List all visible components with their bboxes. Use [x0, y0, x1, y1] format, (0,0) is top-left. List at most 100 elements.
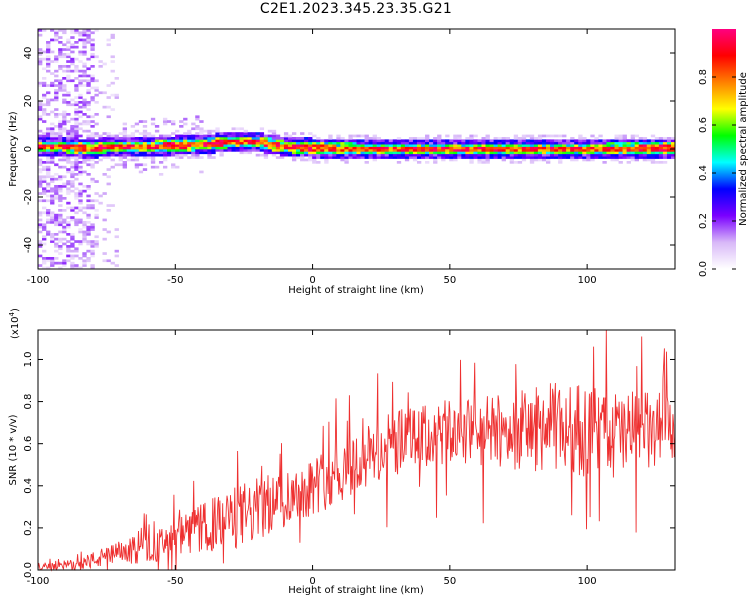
spectrogram-cell — [74, 149, 79, 152]
spectrogram-cell — [654, 149, 660, 152]
spectrogram-cell — [54, 218, 59, 222]
spectrogram-cell — [364, 139, 369, 143]
spectrogram-cell — [62, 149, 67, 152]
spectrogram-cell — [50, 146, 55, 150]
spectrogram-cell — [586, 158, 591, 162]
spectrogram-cell — [38, 103, 43, 107]
spectrogram-cell — [658, 149, 664, 152]
spectrogram-cell — [42, 180, 47, 183]
spectrogram-cell — [360, 146, 365, 150]
spectrogram-cell — [324, 144, 329, 147]
spectrogram-cell — [296, 141, 301, 145]
spectrogram-cell — [78, 81, 83, 85]
spectrogram-cell — [590, 149, 595, 152]
spectrogram-cell — [118, 163, 123, 167]
spectrogram-cell — [497, 139, 502, 143]
spectrogram-cell — [425, 161, 430, 164]
spectrogram-cell — [574, 158, 579, 162]
spectrogram-cell — [449, 139, 454, 143]
spectrogram-cell — [46, 103, 51, 107]
spectrogram-cell — [191, 149, 196, 152]
spectrogram-cell — [316, 153, 321, 157]
spectrogram-cell — [271, 149, 277, 152]
spectrogram-cell — [58, 187, 63, 191]
spectrogram-cell — [477, 151, 482, 155]
spectrogram-cell — [66, 180, 71, 183]
spectrogram-cell — [78, 134, 83, 138]
spectrogram-cell — [74, 141, 79, 145]
spectrogram-cell — [54, 74, 59, 78]
spectrogram-cell — [82, 69, 87, 73]
spectrogram-cell — [106, 168, 111, 171]
spectrogram-cell — [529, 134, 535, 138]
spectrogram-cell — [279, 156, 285, 159]
spectrogram-cell — [227, 144, 232, 147]
spectrogram-cell — [86, 101, 91, 104]
spectrogram-cell — [114, 228, 119, 231]
spectrogram-cell — [179, 139, 184, 143]
spectrogram-cell — [130, 144, 136, 147]
spectrogram-cell — [50, 189, 55, 193]
spectrogram-cell — [195, 117, 200, 121]
spectrogram-cell — [219, 132, 224, 135]
spectrogram-cell — [114, 144, 119, 147]
spectrogram-cell — [74, 165, 79, 169]
spectrogram-cell — [130, 132, 136, 135]
spectrogram-cell — [501, 139, 506, 143]
spectrogram-cell — [570, 158, 575, 162]
spectrogram-cell — [412, 156, 418, 159]
spectrogram-cell — [74, 247, 79, 251]
spectrogram-cell — [82, 221, 87, 224]
spectrogram-cell — [251, 141, 257, 145]
spectrogram-cell — [356, 156, 361, 159]
spectrogram-cell — [38, 211, 43, 215]
spectrogram-cell — [594, 144, 599, 147]
spectrogram-cell — [46, 170, 51, 174]
spectrogram-x-tick-label: 100 — [578, 275, 597, 286]
spectrogram-cell — [74, 197, 79, 200]
spectrogram-cell — [118, 141, 123, 145]
spectrogram-cell — [541, 146, 547, 150]
spectrogram-cell — [58, 218, 63, 222]
spectrogram-cell — [634, 141, 640, 145]
spectrogram-cell — [590, 151, 595, 155]
spectrogram-cell — [70, 45, 75, 49]
spectrogram-cell — [622, 151, 627, 155]
spectrogram-cell — [433, 153, 438, 157]
spectrogram-cell — [74, 45, 79, 49]
spectrogram-cell — [46, 129, 51, 133]
spectrogram-cell — [215, 129, 220, 133]
spectrogram-cell — [207, 151, 212, 155]
spectrogram-x-ticks: -100 -50 0 50 100 — [27, 29, 597, 286]
spectrogram-cell — [46, 101, 51, 104]
spectrogram-cell — [118, 146, 123, 150]
spectrogram-cell — [82, 113, 87, 116]
spectrogram-cell — [356, 141, 361, 145]
spectrogram-cell — [66, 216, 71, 219]
spectrogram-cell — [66, 74, 71, 78]
spectrogram-cell — [58, 189, 63, 193]
spectrogram-cell — [263, 156, 269, 159]
spectrogram-cell — [231, 127, 236, 131]
spectrogram-cell — [441, 153, 446, 157]
spectrogram-cell — [50, 235, 55, 239]
spectrogram-cell — [183, 122, 188, 126]
spectrogram-cell — [453, 144, 458, 147]
spectrogram-cell — [425, 146, 430, 150]
spectrogram-cell — [263, 146, 269, 150]
spectrogram-cell — [62, 98, 67, 102]
spectrogram-cell — [50, 137, 55, 140]
spectrogram-cell — [554, 153, 559, 157]
spectrogram-cell — [485, 149, 490, 152]
spectrogram-cell — [287, 153, 293, 157]
spectrogram-cell — [469, 161, 474, 164]
spectrogram-cell — [501, 146, 506, 150]
spectrogram-cell — [102, 156, 107, 159]
spectrogram-cell — [90, 264, 95, 267]
spectrogram-cell — [167, 144, 172, 147]
spectrogram-cell — [58, 221, 63, 224]
spectrogram-cell — [279, 144, 285, 147]
spectrogram-cell — [521, 158, 527, 162]
spectrogram-cell — [62, 53, 67, 56]
spectrogram-cell — [574, 156, 579, 159]
